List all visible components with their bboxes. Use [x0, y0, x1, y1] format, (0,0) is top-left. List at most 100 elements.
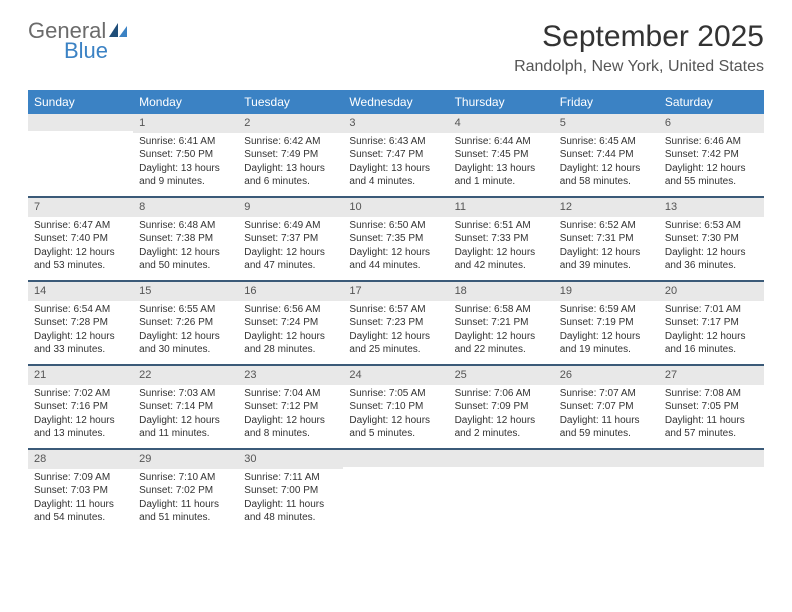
day-number: 10 [343, 198, 448, 217]
sunset-line: Sunset: 7:19 PM [560, 316, 653, 330]
sunrise-line: Sunrise: 6:47 AM [34, 219, 127, 233]
logo-word-2: Blue [64, 40, 129, 62]
day-cell [343, 450, 448, 532]
day-cell: 25Sunrise: 7:06 AMSunset: 7:09 PMDayligh… [449, 366, 554, 448]
logo: General Blue [28, 20, 129, 62]
sunset-line: Sunset: 7:31 PM [560, 232, 653, 246]
location-text: Randolph, New York, United States [514, 58, 764, 76]
day-header-row: SundayMondayTuesdayWednesdayThursdayFrid… [28, 90, 764, 114]
day-body: Sunrise: 7:07 AMSunset: 7:07 PMDaylight:… [554, 385, 659, 445]
daylight-line: Daylight: 13 hours and 6 minutes. [244, 162, 337, 189]
day-number [554, 450, 659, 467]
sunrise-line: Sunrise: 6:41 AM [139, 135, 232, 149]
day-number: 18 [449, 282, 554, 301]
daylight-line: Daylight: 11 hours and 54 minutes. [34, 498, 127, 525]
day-number [449, 450, 554, 467]
day-cell: 5Sunrise: 6:45 AMSunset: 7:44 PMDaylight… [554, 114, 659, 196]
day-number: 16 [238, 282, 343, 301]
day-cell: 2Sunrise: 6:42 AMSunset: 7:49 PMDaylight… [238, 114, 343, 196]
daylight-line: Daylight: 11 hours and 57 minutes. [665, 414, 758, 441]
daylight-line: Daylight: 12 hours and 22 minutes. [455, 330, 548, 357]
week-row: 28Sunrise: 7:09 AMSunset: 7:03 PMDayligh… [28, 448, 764, 532]
day-body: Sunrise: 6:49 AMSunset: 7:37 PMDaylight:… [238, 217, 343, 277]
day-cell: 10Sunrise: 6:50 AMSunset: 7:35 PMDayligh… [343, 198, 448, 280]
sunset-line: Sunset: 7:49 PM [244, 148, 337, 162]
day-number: 15 [133, 282, 238, 301]
day-body: Sunrise: 7:08 AMSunset: 7:05 PMDaylight:… [659, 385, 764, 445]
day-cell: 19Sunrise: 6:59 AMSunset: 7:19 PMDayligh… [554, 282, 659, 364]
day-cell: 8Sunrise: 6:48 AMSunset: 7:38 PMDaylight… [133, 198, 238, 280]
day-cell: 16Sunrise: 6:56 AMSunset: 7:24 PMDayligh… [238, 282, 343, 364]
sunrise-line: Sunrise: 7:05 AM [349, 387, 442, 401]
sunrise-line: Sunrise: 7:03 AM [139, 387, 232, 401]
day-cell: 4Sunrise: 6:44 AMSunset: 7:45 PMDaylight… [449, 114, 554, 196]
daylight-line: Daylight: 12 hours and 44 minutes. [349, 246, 442, 273]
day-number: 22 [133, 366, 238, 385]
day-number: 6 [659, 114, 764, 133]
day-number: 7 [28, 198, 133, 217]
day-body: Sunrise: 6:48 AMSunset: 7:38 PMDaylight:… [133, 217, 238, 277]
day-header: Monday [133, 90, 238, 114]
page-title: September 2025 [514, 20, 764, 54]
day-header: Friday [554, 90, 659, 114]
day-number: 11 [449, 198, 554, 217]
day-number: 13 [659, 198, 764, 217]
daylight-line: Daylight: 12 hours and 42 minutes. [455, 246, 548, 273]
daylight-line: Daylight: 12 hours and 55 minutes. [665, 162, 758, 189]
day-number: 30 [238, 450, 343, 469]
day-body [343, 467, 448, 473]
sunset-line: Sunset: 7:37 PM [244, 232, 337, 246]
day-number: 21 [28, 366, 133, 385]
daylight-line: Daylight: 12 hours and 33 minutes. [34, 330, 127, 357]
day-cell: 15Sunrise: 6:55 AMSunset: 7:26 PMDayligh… [133, 282, 238, 364]
sunset-line: Sunset: 7:33 PM [455, 232, 548, 246]
daylight-line: Daylight: 12 hours and 47 minutes. [244, 246, 337, 273]
sunrise-line: Sunrise: 7:07 AM [560, 387, 653, 401]
day-number [659, 450, 764, 467]
day-cell: 3Sunrise: 6:43 AMSunset: 7:47 PMDaylight… [343, 114, 448, 196]
day-cell: 13Sunrise: 6:53 AMSunset: 7:30 PMDayligh… [659, 198, 764, 280]
day-body: Sunrise: 6:43 AMSunset: 7:47 PMDaylight:… [343, 133, 448, 193]
daylight-line: Daylight: 12 hours and 28 minutes. [244, 330, 337, 357]
sunrise-line: Sunrise: 6:59 AM [560, 303, 653, 317]
day-number: 25 [449, 366, 554, 385]
day-cell: 12Sunrise: 6:52 AMSunset: 7:31 PMDayligh… [554, 198, 659, 280]
day-body: Sunrise: 7:11 AMSunset: 7:00 PMDaylight:… [238, 469, 343, 529]
day-body [449, 467, 554, 473]
daylight-line: Daylight: 12 hours and 2 minutes. [455, 414, 548, 441]
day-cell: 30Sunrise: 7:11 AMSunset: 7:00 PMDayligh… [238, 450, 343, 532]
sunrise-line: Sunrise: 7:09 AM [34, 471, 127, 485]
day-body: Sunrise: 6:59 AMSunset: 7:19 PMDaylight:… [554, 301, 659, 361]
day-cell: 7Sunrise: 6:47 AMSunset: 7:40 PMDaylight… [28, 198, 133, 280]
sunrise-line: Sunrise: 6:53 AM [665, 219, 758, 233]
day-cell [449, 450, 554, 532]
daylight-line: Daylight: 11 hours and 59 minutes. [560, 414, 653, 441]
day-header: Thursday [449, 90, 554, 114]
daylight-line: Daylight: 12 hours and 19 minutes. [560, 330, 653, 357]
sunset-line: Sunset: 7:44 PM [560, 148, 653, 162]
sunrise-line: Sunrise: 6:42 AM [244, 135, 337, 149]
sunset-line: Sunset: 7:02 PM [139, 484, 232, 498]
sunrise-line: Sunrise: 7:02 AM [34, 387, 127, 401]
day-number: 12 [554, 198, 659, 217]
daylight-line: Daylight: 13 hours and 4 minutes. [349, 162, 442, 189]
day-cell: 14Sunrise: 6:54 AMSunset: 7:28 PMDayligh… [28, 282, 133, 364]
day-number: 27 [659, 366, 764, 385]
calendar: SundayMondayTuesdayWednesdayThursdayFrid… [28, 90, 764, 532]
sunset-line: Sunset: 7:17 PM [665, 316, 758, 330]
day-body: Sunrise: 6:57 AMSunset: 7:23 PMDaylight:… [343, 301, 448, 361]
day-cell: 11Sunrise: 6:51 AMSunset: 7:33 PMDayligh… [449, 198, 554, 280]
daylight-line: Daylight: 12 hours and 8 minutes. [244, 414, 337, 441]
day-body: Sunrise: 6:52 AMSunset: 7:31 PMDaylight:… [554, 217, 659, 277]
day-cell: 29Sunrise: 7:10 AMSunset: 7:02 PMDayligh… [133, 450, 238, 532]
daylight-line: Daylight: 12 hours and 16 minutes. [665, 330, 758, 357]
day-cell: 28Sunrise: 7:09 AMSunset: 7:03 PMDayligh… [28, 450, 133, 532]
sunset-line: Sunset: 7:10 PM [349, 400, 442, 414]
sunset-line: Sunset: 7:16 PM [34, 400, 127, 414]
day-header: Wednesday [343, 90, 448, 114]
week-row: 7Sunrise: 6:47 AMSunset: 7:40 PMDaylight… [28, 196, 764, 280]
daylight-line: Daylight: 11 hours and 51 minutes. [139, 498, 232, 525]
sunrise-line: Sunrise: 6:55 AM [139, 303, 232, 317]
sunrise-line: Sunrise: 6:43 AM [349, 135, 442, 149]
day-body: Sunrise: 6:53 AMSunset: 7:30 PMDaylight:… [659, 217, 764, 277]
